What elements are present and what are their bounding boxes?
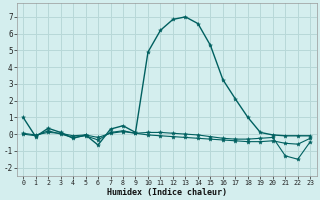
X-axis label: Humidex (Indice chaleur): Humidex (Indice chaleur) [107,188,227,197]
